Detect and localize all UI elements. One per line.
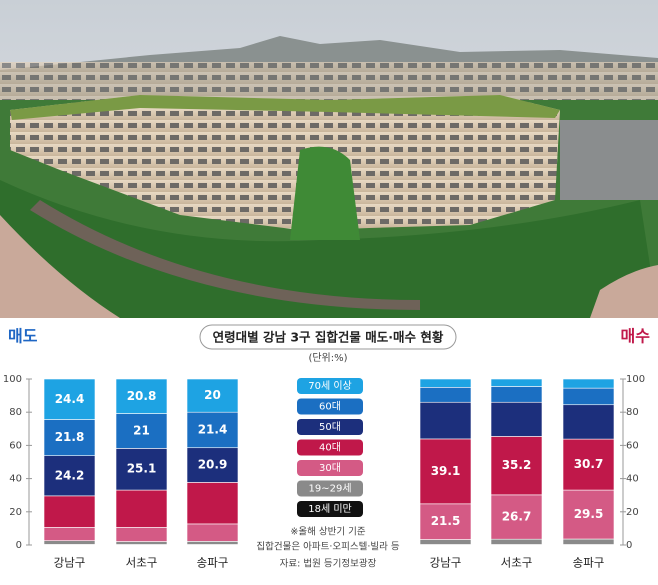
bar-segment (563, 388, 614, 405)
legend-label: 40대 (319, 442, 341, 454)
bar-segment (44, 527, 95, 540)
legend-label: 18세 미만 (308, 503, 352, 515)
x-tick-label: 서초구 (501, 556, 533, 570)
bar-segment (563, 539, 614, 544)
data-label: 21 (133, 423, 150, 437)
y-tick-label: 20 (626, 507, 639, 518)
bar-segment (420, 379, 471, 387)
data-label: 24.4 (55, 392, 85, 406)
data-label: 21.5 (431, 514, 461, 528)
bar-segment (563, 405, 614, 439)
data-label: 39.1 (431, 464, 461, 478)
legend-label: 30대 (319, 462, 341, 474)
y-tick-label: 100 (626, 374, 645, 385)
x-tick-label: 강남구 (54, 556, 86, 570)
legend-label: 19~29세 (308, 483, 351, 495)
bar-segment (116, 542, 167, 545)
bar-segment (116, 527, 167, 541)
bar-segment (491, 402, 542, 436)
data-label: 29.5 (574, 507, 604, 521)
y-tick-label: 20 (9, 507, 22, 518)
x-tick-label: 강남구 (430, 556, 462, 570)
legend-label: 50대 (319, 421, 341, 433)
bar-segment (187, 524, 238, 541)
y-tick-label: 0 (16, 540, 22, 551)
x-tick-label: 서초구 (126, 556, 158, 570)
chart-title: 연령대별 강남 3구 집합건물 매도·매수 현황 (213, 330, 444, 345)
bar-segment (420, 540, 471, 545)
bar-segment (420, 387, 471, 402)
legend-label: 60대 (319, 401, 341, 413)
x-tick-label: 송파구 (197, 556, 229, 570)
y-tick-label: 100 (3, 374, 22, 385)
y-tick-label: 0 (626, 540, 632, 551)
data-label: 24.2 (55, 468, 85, 482)
note: 집합건물은 아파트·오피스텔·빌라 등 (256, 541, 399, 553)
data-label: 35.2 (502, 458, 532, 472)
x-tick-label: 송파구 (573, 556, 605, 570)
data-label: 26.7 (502, 510, 532, 524)
bar-segment (491, 379, 542, 386)
data-label: 21.4 (198, 422, 228, 436)
y-tick-label: 80 (9, 407, 22, 418)
legend-label: 70세 이상 (308, 380, 352, 392)
data-label: 20.9 (198, 458, 228, 472)
y-tick-label: 40 (626, 474, 639, 485)
data-label: 20.8 (127, 389, 157, 403)
unit-label: (단위:%) (308, 351, 347, 364)
source: 자료: 법원 등기정보광장 (280, 558, 377, 570)
panel-label: 매수 (621, 327, 651, 346)
data-label: 21.8 (55, 430, 85, 444)
bar-segment (44, 496, 95, 528)
y-tick-label: 60 (9, 440, 22, 451)
y-tick-label: 40 (9, 474, 22, 485)
y-tick-label: 60 (626, 440, 639, 451)
photo (0, 0, 658, 318)
bar-segment (44, 541, 95, 545)
bar-segment (491, 386, 542, 402)
data-label: 30.7 (574, 457, 604, 471)
panel-label: 매도 (8, 327, 38, 346)
bar-segment (563, 379, 614, 388)
bar-segment (187, 482, 238, 523)
bar-segment (116, 490, 167, 527)
bar-segment (187, 541, 238, 544)
bar-segment (420, 402, 471, 439)
note: ※올해 상반기 기준 (290, 526, 365, 538)
data-label: 20 (204, 388, 221, 402)
y-tick-label: 80 (626, 407, 639, 418)
data-label: 25.1 (127, 462, 157, 476)
bar-segment (491, 539, 542, 544)
